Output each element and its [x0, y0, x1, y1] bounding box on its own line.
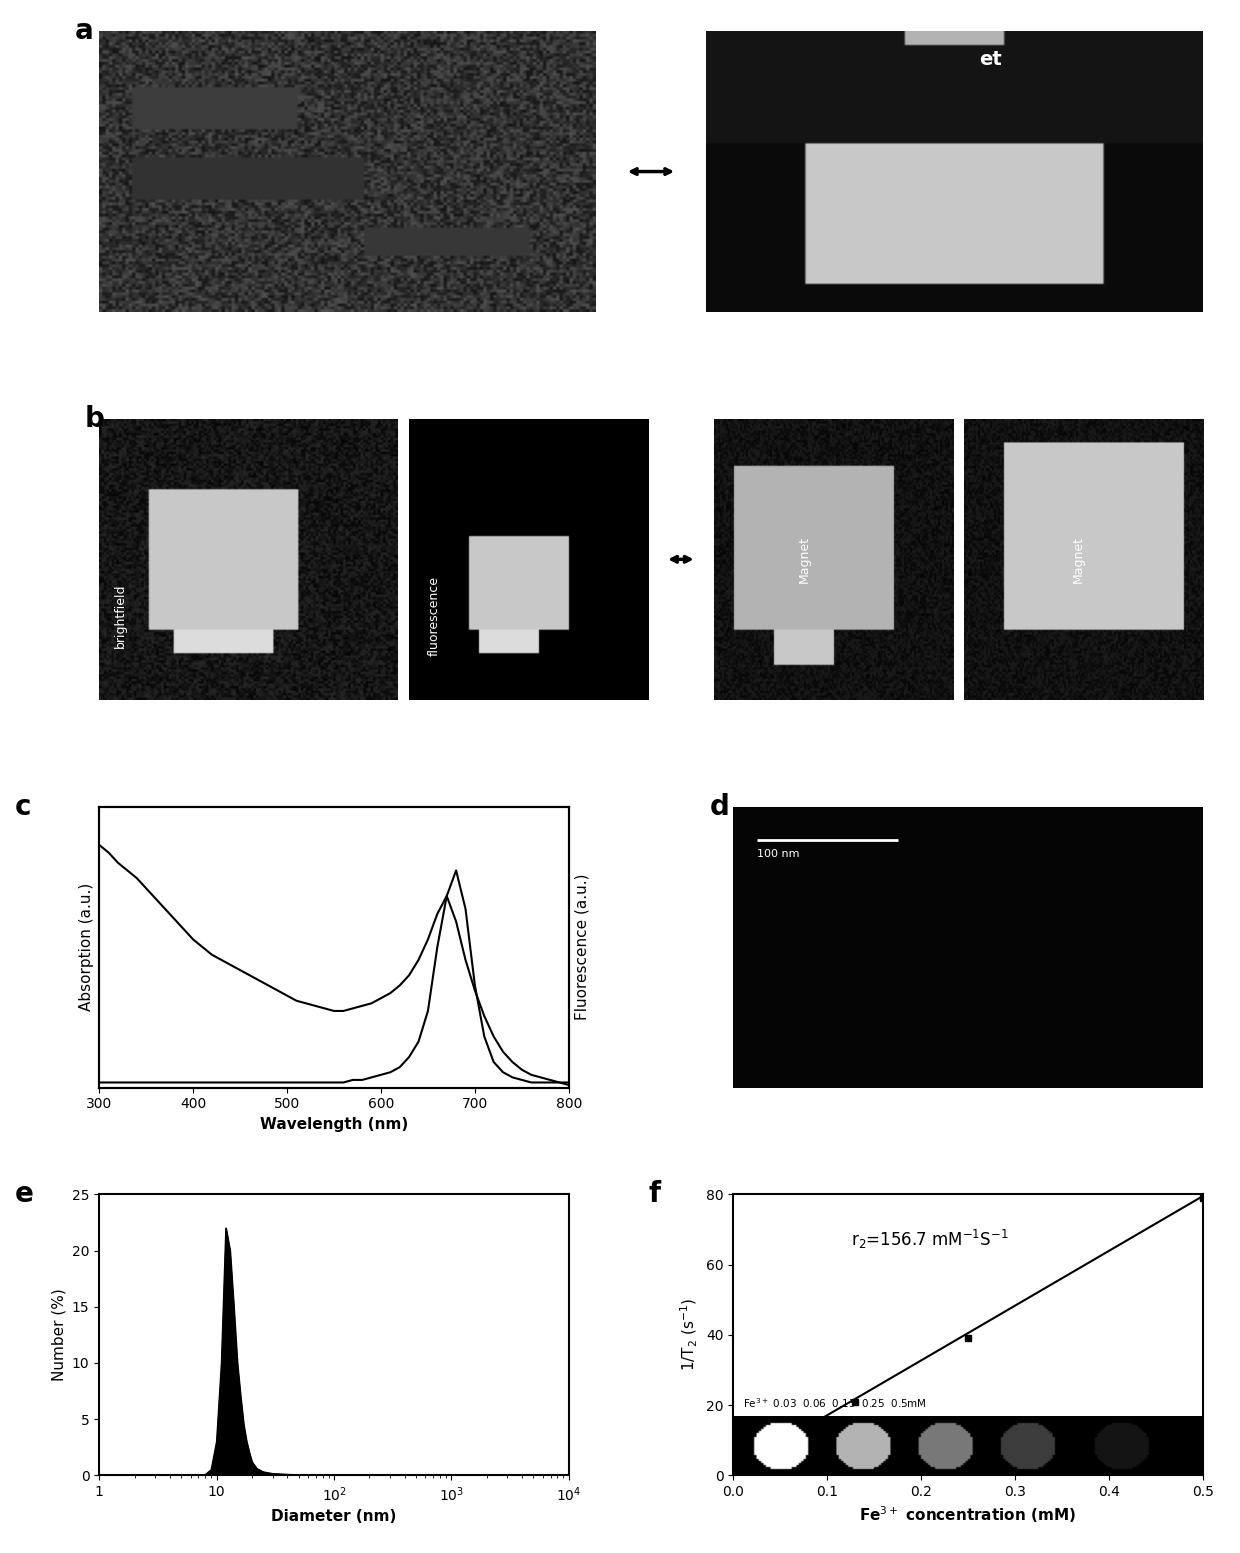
Text: Fe$^{3+}$ 0.03  0.06  0.13  0.25  0.5mM: Fe$^{3+}$ 0.03 0.06 0.13 0.25 0.5mM: [743, 1396, 926, 1410]
Text: e: e: [15, 1180, 33, 1208]
Text: r$_2$=156.7 mM$^{-1}$S$^{-1}$: r$_2$=156.7 mM$^{-1}$S$^{-1}$: [851, 1228, 1008, 1252]
Text: b: b: [84, 405, 104, 433]
Y-axis label: Absorption (a.u.): Absorption (a.u.): [78, 884, 94, 1011]
Text: c: c: [15, 792, 31, 820]
Text: a: a: [74, 17, 93, 45]
Text: 100 nm: 100 nm: [756, 849, 799, 859]
Y-axis label: Number (%): Number (%): [51, 1289, 66, 1381]
X-axis label: Diameter (nm): Diameter (nm): [272, 1510, 397, 1523]
Y-axis label: Fluorescence (a.u.): Fluorescence (a.u.): [574, 874, 589, 1020]
Text: brightfield: brightfield: [114, 584, 128, 648]
Text: et: et: [980, 50, 1002, 68]
Y-axis label: 1/T$_2$ (s$^{-1}$): 1/T$_2$ (s$^{-1}$): [680, 1298, 701, 1371]
Text: f: f: [649, 1180, 661, 1208]
Text: d: d: [709, 792, 729, 820]
X-axis label: Fe$^{3+}$ concentration (mM): Fe$^{3+}$ concentration (mM): [859, 1505, 1076, 1525]
Text: Magnet: Magnet: [1071, 536, 1084, 582]
Text: Magnet: Magnet: [797, 536, 811, 582]
Text: fluorescence: fluorescence: [428, 576, 441, 655]
X-axis label: Wavelength (nm): Wavelength (nm): [260, 1117, 408, 1132]
